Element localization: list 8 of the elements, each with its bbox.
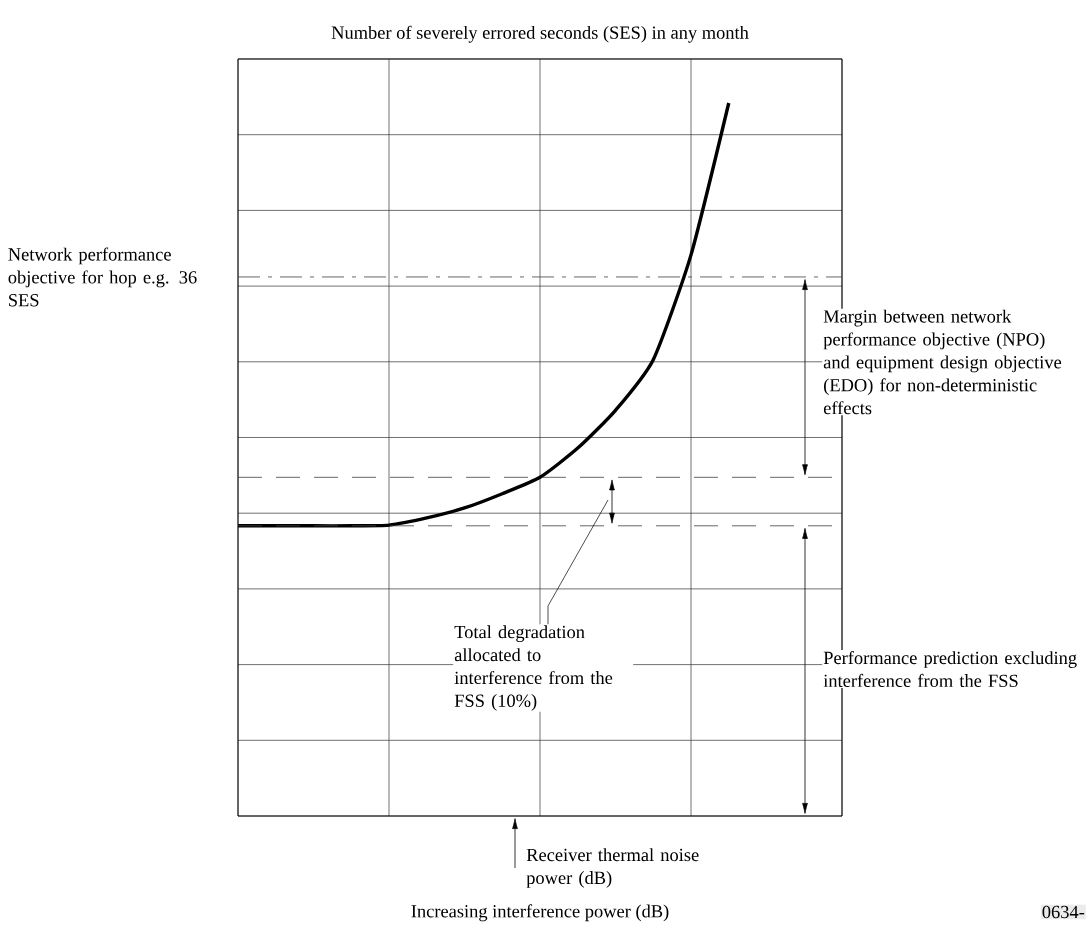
y-axis-title: Number of severely errored seconds (SES) in any month — [331, 25, 749, 43]
text: Receiver thermal noise power (dB) — [526, 848, 699, 888]
annotation: Margin between network performance objective (NPO) and equipment design objective (EDO) for non-deterministic effects — [823, 309, 1062, 415]
annotation: Performance prediction excluding interference from the FSS — [823, 650, 1077, 688]
ref-line-label: Network performance objective for hop e.g. 36 SES — [8, 247, 197, 307]
text: 0634- — [1042, 905, 1085, 919]
x-axis-title: Increasing interference power (dB) — [411, 904, 669, 922]
annotation: Total degradation allocated to interference from the FSS (10%) — [454, 625, 613, 711]
